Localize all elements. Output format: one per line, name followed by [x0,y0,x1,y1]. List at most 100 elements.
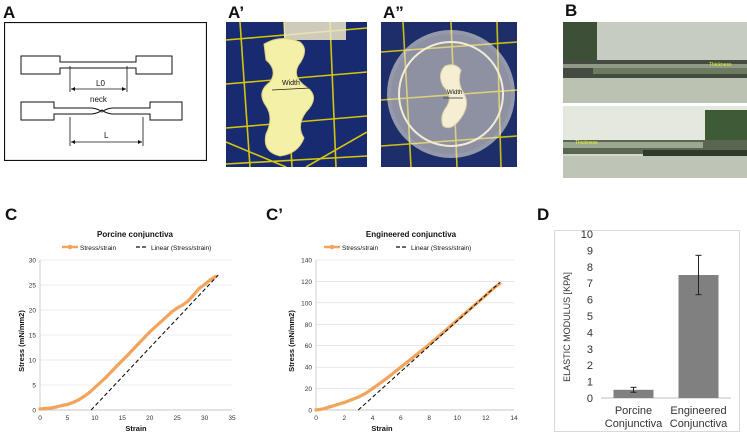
chart-c-prime-data-point [314,408,318,412]
thickness-label-b-prime: Thickness [575,140,598,146]
chart-c-stress-strain-line [38,274,218,411]
schematic-drawing: L0 neck L [3,21,208,162]
width-arrow [271,87,311,91]
chart-c-prime-title: Engineered conjunctiva [366,230,457,239]
dogbone-schematic: L0 neck L [3,21,208,162]
chart-c-prime-ytick-label: 100 [301,300,312,307]
chart-c-data-point [65,402,70,407]
chart-c-data-point [197,286,201,291]
chart-c-data-point [49,406,53,410]
chart-c-data-point [137,341,141,346]
specimen-unstretched [20,55,173,75]
chart-c-ytick-label: 5 [32,383,36,390]
chart-d-bar [678,275,719,398]
chart-d-category-label: Conjunctiva [605,418,663,430]
thickness-label-b: Thickness [709,62,732,68]
chart-c-xlabel: Strain [125,424,147,433]
panel-label-d: D [537,205,550,224]
chart-d-ytick-label: 3 [587,344,593,356]
chart-c-data-point [82,394,86,399]
chart-c-data-point [87,390,91,395]
chart-c-legend: Stress/strain Linear (Stress/strain) [62,244,211,252]
chart-c-prime-xtick-label: 14 [510,415,518,422]
engineered-tissue-sample [439,64,467,129]
chart-c-prime-data-point [342,400,346,405]
chart-c-ytick-label: 25 [29,283,37,290]
chart-c-data-point [38,407,42,411]
chart-c-data-point [43,406,48,411]
chart-c-ytick-label: 20 [29,308,37,315]
chart-c-prime-data-point [399,365,403,369]
chart-c-legend-series: Stress/strain [80,245,117,252]
elastic-modulus-frame [554,230,740,432]
chart-d-ytick-label: 8 [587,262,593,274]
chart-c-prime-data-point [363,391,368,395]
chart-c-prime-data-point [321,407,325,411]
chart-c-prime-legend-series: Stress/strain [342,245,379,252]
chart-d-ytick-label: 10 [581,229,593,241]
schematic-frame [3,21,208,162]
chart-c-prime-legend-linear: Linear (Stress/strain) [411,245,471,252]
chart-c-data-point [175,306,179,310]
chart-d-ytick-label: 4 [587,327,593,339]
chart-c-prime-xlabel: Strain [371,424,393,433]
porcine-tissue-photo: Width [226,22,367,167]
width-label-a-double-prime: Width [447,90,462,96]
chart-c-xtick-label: 10 [91,415,99,422]
chart-c-prime-xtick-label: 8 [427,415,431,422]
chart-d-ytick-label: 2 [587,360,593,372]
chart-c-ytick-label: 30 [29,258,37,265]
chart-c-data-point [192,293,196,297]
chart-c-xtick-label: 5 [66,415,70,422]
chart-c-prime-data-point [413,354,417,358]
chart-c-prime-data-point [370,386,375,391]
chart-c-prime-linear-fit [357,282,501,411]
chart-c-data-point [60,403,64,408]
thickness-image-b-prime: Thickness [563,106,747,178]
chart-c-title: Porcine conjunctiva [97,230,174,239]
chart-c-prime-xtick-label: 12 [482,415,490,422]
porcine-tissue-sample [261,38,314,157]
chart-d-ytick-label: 7 [587,278,593,290]
neck-label: neck [90,95,108,104]
chart-c-xtick-label: 35 [228,415,236,422]
chart-c-xtick-label: 20 [146,415,154,422]
chart-c-xtick-label: 30 [201,415,209,422]
panel-label-a-double-prime: A” [383,3,404,22]
chart-c-linear-fit [90,274,219,411]
chart-c-data-point [186,299,190,303]
chart-c-data-point [170,310,174,314]
chart-d-ytick-label: 6 [587,295,593,307]
l0-label: L0 [96,79,105,88]
chart-c-ylabel: Stress (mN/mm2) [17,310,26,372]
chart-c-prime-data-point [335,403,339,407]
chart-d-category-label: Engineered [670,405,726,417]
chart-c-prime-data-point [349,398,353,402]
thickness-image-b: Thickness [563,22,747,103]
chart-c-prime-xtick-label: 6 [399,415,403,422]
porcine-stress-strain-chart: Porcine conjunctiva Stress/strain Linear… [17,230,236,433]
chart-c-data-point [181,303,185,307]
chart-c-prime-ylabel: Stress (mN/mm2) [287,310,296,372]
chart-c-prime-legend: Stress/strain Linear (Stress/strain) [324,244,471,252]
panel-label-a: A [3,3,16,22]
panel-label-b: B [565,1,578,20]
chart-c-ytick-label: 0 [32,408,36,415]
chart-d-ytick-label: 5 [587,311,593,323]
chart-c-prime-ytick-label: 40 [305,365,313,372]
chart-c-prime-data-point [385,376,389,380]
chart-c-data-point [159,320,163,324]
chart-d-ylabel: ELASTIC MODULUS [KPA] [562,272,572,382]
chart-d-ytick-label: 1 [587,377,593,389]
chart-d-ytick-label: 0 [587,393,593,405]
chart-c-prime-data-point [328,405,332,409]
chart-d-bar [613,389,654,398]
chart-c-prime-xtick-label: 0 [314,415,318,422]
chart-c-xtick-label: 0 [38,415,42,422]
chart-c-prime-data-point [427,343,431,347]
panel-label-c: C [5,205,18,224]
chart-c-data-point [208,278,212,282]
width-label-a-prime: Width [282,80,300,87]
chart-d-ytick-label: 9 [587,245,593,257]
chart-c-prime-xtick-label: 4 [371,415,375,422]
